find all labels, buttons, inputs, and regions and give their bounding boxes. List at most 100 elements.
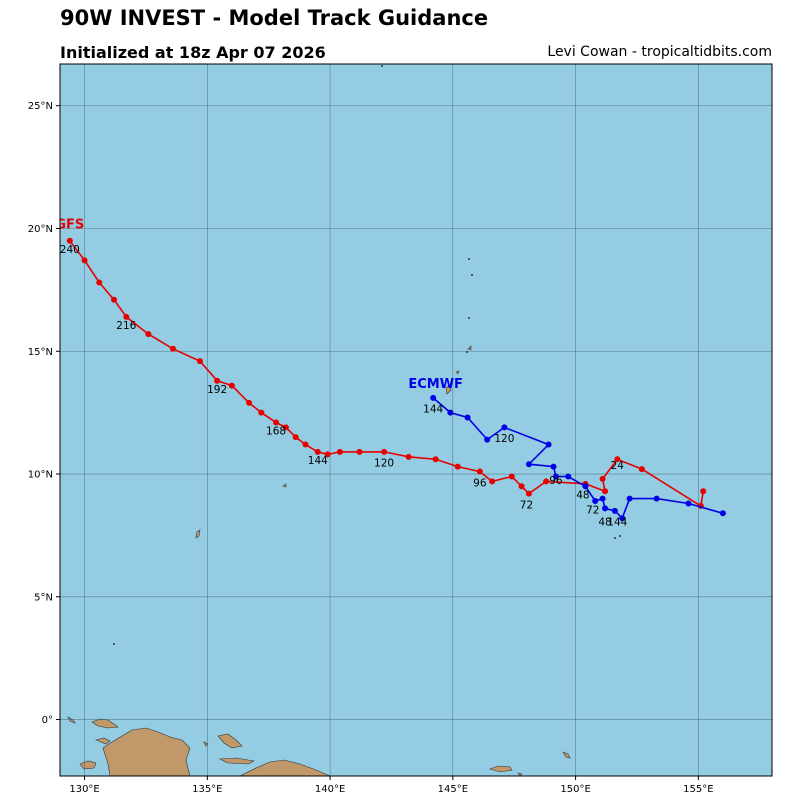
gfs-track: 24 72 96 120 144 168 192 216 240 [60, 237, 707, 511]
island-chuuk-2 [619, 535, 621, 537]
island-waigeo [91, 718, 119, 729]
gfs-track-point [336, 448, 343, 455]
gfs-forecast-hour-label: 24 [611, 460, 625, 472]
island-north-rock [381, 65, 383, 67]
gfs-forecast-hour-label: 96 [473, 477, 487, 489]
gfs-track-point [599, 475, 606, 482]
lat-tick-label: 0° [42, 715, 53, 726]
island-new-ireland [562, 751, 571, 759]
ecmwf-track-point [525, 461, 532, 468]
lon-tick-label: 135°E [192, 784, 222, 795]
ecmwf-forecast-hour-label: 144 [423, 404, 443, 416]
ecmwf-track-point [592, 498, 599, 505]
ocean-background [60, 64, 772, 776]
gfs-forecast-hour-label: 72 [520, 499, 533, 511]
ecmwf-track-point [501, 424, 508, 431]
island-small-2 [203, 741, 209, 747]
gfs-track-point [246, 399, 253, 406]
ecmwf-track-point [626, 495, 633, 502]
ecmwf-track-point [611, 507, 618, 514]
gfs-track-point [602, 488, 609, 495]
lon-tick-label: 145°E [438, 784, 468, 795]
ecmwf-track-point [599, 495, 606, 502]
ecmwf-track-point [602, 505, 609, 512]
island-helen-reef [113, 643, 115, 645]
island-misool [79, 760, 97, 770]
lon-tick-label: 150°E [560, 784, 590, 795]
ecmwf-track-point [447, 409, 454, 416]
new-guinea-land [102, 727, 191, 776]
gfs-track-point [282, 424, 289, 431]
gfs-track-point [525, 490, 532, 497]
gfs-forecast-hour-label: 240 [60, 244, 80, 256]
island-small-3 [517, 772, 523, 776]
gfs-track-point [638, 466, 645, 473]
island-biak [217, 733, 243, 749]
landmasses [67, 65, 621, 776]
lon-tick-label: 155°E [683, 784, 713, 795]
ecmwf-model-label: ECMWF [408, 377, 463, 392]
credit-text: Levi Cowan - tropicaltidbits.com [547, 44, 772, 60]
lon-tick-label: 140°E [315, 784, 345, 795]
gfs-track-point [258, 409, 265, 416]
model-tracks: 247296120144168192216240GFS4872961201444… [55, 217, 726, 529]
island-manus [489, 765, 513, 773]
ecmwf-forecast-hour-label: 120 [494, 433, 514, 445]
map-frame [59, 63, 773, 777]
ecmwf-track-point [719, 510, 726, 517]
gfs-forecast-hour-label: 168 [266, 426, 286, 438]
init-time: Initialized at 18z Apr 07 2026 [60, 43, 326, 62]
ecmwf-track-point [484, 436, 491, 443]
gfs-track-point [454, 463, 461, 470]
ecmwf-track-point [565, 473, 572, 480]
gfs-track-point [111, 296, 118, 303]
island-chuuk [614, 537, 616, 539]
island-mariana-1 [467, 345, 472, 351]
gfs-track-point [405, 453, 412, 460]
lat-tick-label: 20°N [28, 224, 53, 235]
ecmwf-track-point [430, 394, 437, 401]
gfs-forecast-hour-label: 144 [308, 455, 328, 467]
island-guam [445, 384, 452, 395]
gfs-forecast-hour-label: 216 [116, 320, 136, 332]
ecmwf-forecast-hour-label: 48 [598, 517, 611, 529]
gfs-model-label: GFS [55, 217, 84, 232]
gfs-forecast-hour-label: 192 [207, 384, 227, 396]
ecmwf-forecast-hour-label: 144 [607, 517, 627, 529]
gfs-track-point [196, 358, 203, 365]
gfs-track-point [614, 456, 621, 463]
island-mariana-3 [468, 258, 470, 260]
island-batanta [95, 737, 111, 745]
gfs-track-point [508, 473, 515, 480]
gfs-track-point [228, 382, 235, 389]
lat-tick-label: 5°N [34, 592, 53, 603]
gfs-track-point [145, 331, 152, 338]
gfs-track-point [543, 478, 550, 485]
gfs-track-point [214, 377, 221, 384]
lat-tick-label: 15°N [28, 347, 53, 358]
ecmwf-track-point [685, 500, 692, 507]
island-mariana-5 [468, 317, 470, 319]
gfs-track-point [314, 448, 321, 455]
gfs-track-point [96, 279, 103, 286]
ecmwf-track-point [552, 473, 559, 480]
ecmwf-track-line [432, 397, 724, 520]
lon-tick-label: 130°E [69, 784, 99, 795]
island-palau [195, 529, 201, 539]
ecmwf-track-point [550, 463, 557, 470]
ecmwf-track-point [545, 441, 552, 448]
island-mariana-2 [455, 370, 460, 375]
ecmwf-track-point [582, 483, 589, 490]
gfs-forecast-hour-label: 120 [374, 458, 394, 470]
gfs-track-point [81, 257, 88, 264]
gfs-track-point [381, 448, 388, 455]
gfs-track-point [432, 456, 439, 463]
gfs-track-point [700, 488, 707, 495]
lat-tick-label: 10°N [28, 470, 53, 481]
gfs-track-point [324, 451, 331, 458]
island-yap [282, 483, 287, 488]
gfs-track-point [292, 434, 299, 441]
ecmwf-track-point [653, 495, 660, 502]
